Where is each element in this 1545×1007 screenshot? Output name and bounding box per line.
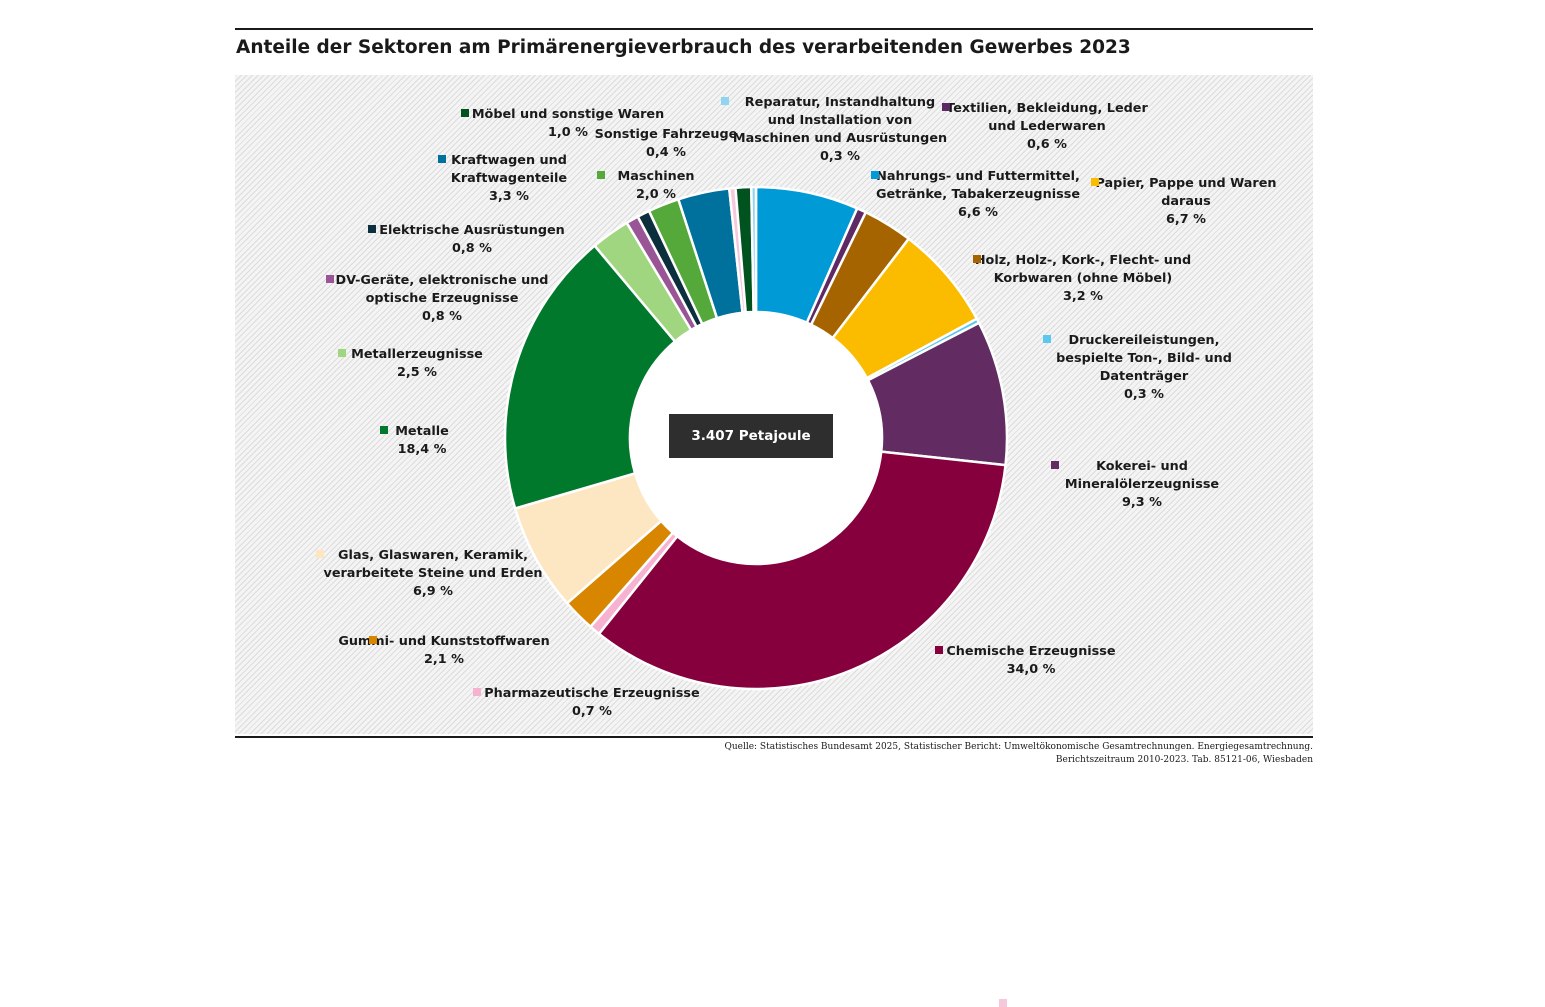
legend-swatch [338,349,346,357]
slice-value-label: 0,8 % [452,241,492,256]
slice-value-label: 0,8 % [422,309,462,324]
slice-label-line: Papier, Pappe und Waren [1095,176,1277,191]
slice-label-line: Gummi- und Kunststoffwaren [338,634,550,649]
slice-label-line: Korbwaren (ohne Möbel) [993,271,1173,286]
slice-label: Metalle 18,4 % [395,423,449,459]
legend-swatch [973,255,981,263]
slice-label: Reparatur, Instandhaltung und Installatio… [733,94,947,166]
legend-swatch [1043,335,1051,343]
donut-slice [503,244,677,510]
slice-label-line: Datenträger [1099,369,1189,384]
slice-label-line: Maschinen und Ausrüstungen [732,131,948,146]
total-label: 3.407 Petajoule [669,414,833,458]
slice-value-label: 6,6 % [958,205,998,220]
slice-label-line: und Lederwaren [988,119,1106,134]
slice-label: Möbel und sonstige Waren 1,0 % [472,106,664,142]
legend-swatch [369,636,377,644]
slice-label-line: Metallerzeugnisse [351,347,483,362]
slice-label: Glas, Glaswaren, Keramik, verarbeitete St… [323,547,542,601]
legend-swatch [438,155,446,163]
legend-swatch [871,171,879,179]
donut-slice [750,185,758,314]
slice-label-line: Mineralölerzeugnisse [1064,477,1220,492]
slice-label: Maschinen 2,0 % [618,168,695,204]
slice-label-line: verarbeitete Steine und Erden [323,566,543,581]
slice-label-line: Glas, Glaswaren, Keramik, [338,548,528,563]
chart-title: Anteile der Sektoren am Primärenergiever… [236,37,1131,58]
slice-value-label: 34,0 % [1006,662,1056,677]
slice-label-line: Elektrische Ausrüstungen [379,223,565,238]
slice-label-line: Reparatur, Instandhaltung [744,95,936,110]
legend-swatch [942,103,950,111]
legend-swatch [461,109,469,117]
legend-swatch [1051,461,1059,469]
legend-swatch [316,550,324,558]
donut-chart [503,185,1009,691]
top-rule [235,28,1313,30]
slice-label-line: und Installation von [767,113,913,128]
slice-label: Chemische Erzeugnisse 34,0 % [946,643,1115,679]
slice-value-label: 6,7 % [1166,212,1206,227]
slice-label: Kokerei- und Mineralölerzeugnisse 9,3 % [1065,458,1219,512]
legend-swatch [597,171,605,179]
legend-swatch [380,426,388,434]
slice-value-label: 0,3 % [820,149,860,164]
legend-swatch [473,688,481,696]
slice-value-label: 9,3 % [1122,495,1162,510]
slice-value-label: 0,7 % [572,704,612,719]
bottom-rule [235,736,1313,738]
source-line-2: Berichtszeitraum 2010-2023. Tab. 85121-0… [1055,755,1313,765]
slice-value-label: 0,6 % [1027,137,1067,152]
slice-label: Kraftwagen und Kraftwagenteile 3,3 % [451,152,567,206]
slice-label-line: Pharmazeutische Erzeugnisse [484,686,700,701]
slice-label: Nahrungs- und Futtermittel, Getränke, Tab… [876,168,1080,222]
legend-swatch [721,97,729,105]
slice-label-line: Metalle [395,424,449,439]
slice-label-line: bespielte Ton-, Bild- und [1056,351,1232,366]
source-note: Quelle: Statistisches Bundesamt 2025, St… [724,741,1313,767]
donut-slice [597,450,1007,691]
slice-value-label: 0,4 % [646,145,686,160]
slice-label-line: Nahrungs- und Futtermittel, [876,169,1080,184]
slice-label-line: optische Erzeugnisse [365,291,519,306]
slice-value-label: 3,2 % [1063,289,1103,304]
slice-label: Holz, Holz-, Kork-, Flecht- und Korbwaren… [975,252,1191,306]
legend-swatch [326,275,334,283]
slice-label: Metallerzeugnisse 2,5 % [351,346,483,382]
slice-label: Druckereileistungen, bespielte Ton-, Bild… [1056,332,1232,404]
source-line-1: Quelle: Statistisches Bundesamt 2025, St… [724,742,1313,752]
slice-label-line: Sonstige Fahrzeuge [594,127,738,142]
slice-label-line: DV-Geräte, elektronische und [335,273,549,288]
legend-swatch [1091,178,1099,186]
slice-value-label: 18,4 % [397,442,447,457]
slice-label: Papier, Pappe und Waren daraus 6,7 % [1096,175,1277,229]
slice-label: Gummi- und Kunststoffwaren 2,1 % [338,633,549,669]
slice-label: Elektrische Ausrüstungen 0,8 % [379,222,565,258]
slice-label-line: Kraftwagenteile [450,171,568,186]
slice-label-line: Chemische Erzeugnisse [946,644,1116,659]
legend-swatch [935,646,943,654]
slice-value-label: 0,3 % [1124,387,1164,402]
slice-label-line: Getränke, Tabakerzeugnisse [876,187,1080,202]
slice-value-label: 6,9 % [413,584,453,599]
slice-value-label: 3,3 % [489,189,529,204]
slice-label: Sonstige Fahrzeuge 0,4 % [595,126,738,162]
slice-label-line: Kraftwagen und [451,153,567,168]
legend-swatch [999,999,1007,1007]
slice-label-line: Möbel und sonstige Waren [471,107,665,122]
legend-swatch [368,225,376,233]
slice-label: Textilien, Bekleidung, Leder und Lederwar… [946,100,1148,154]
slice-label-line: Druckereileistungen, [1068,333,1220,348]
slice-label: DV-Geräte, elektronische und optische Erz… [336,272,549,326]
slice-label-line: Textilien, Bekleidung, Leder [946,101,1148,116]
slice-label-line: Kokerei- und [1096,459,1188,474]
slice-label-line: daraus [1161,194,1211,209]
slice-label-line: Maschinen [617,169,695,184]
slice-value-label: 1,0 % [548,125,588,140]
slice-value-label: 2,0 % [636,187,676,202]
slice-label-line: Holz, Holz-, Kork-, Flecht- und [974,253,1192,268]
slice-label: Pharmazeutische Erzeugnisse 0,7 % [484,685,699,721]
slice-value-label: 2,5 % [397,365,437,380]
slice-value-label: 2,1 % [424,652,464,667]
